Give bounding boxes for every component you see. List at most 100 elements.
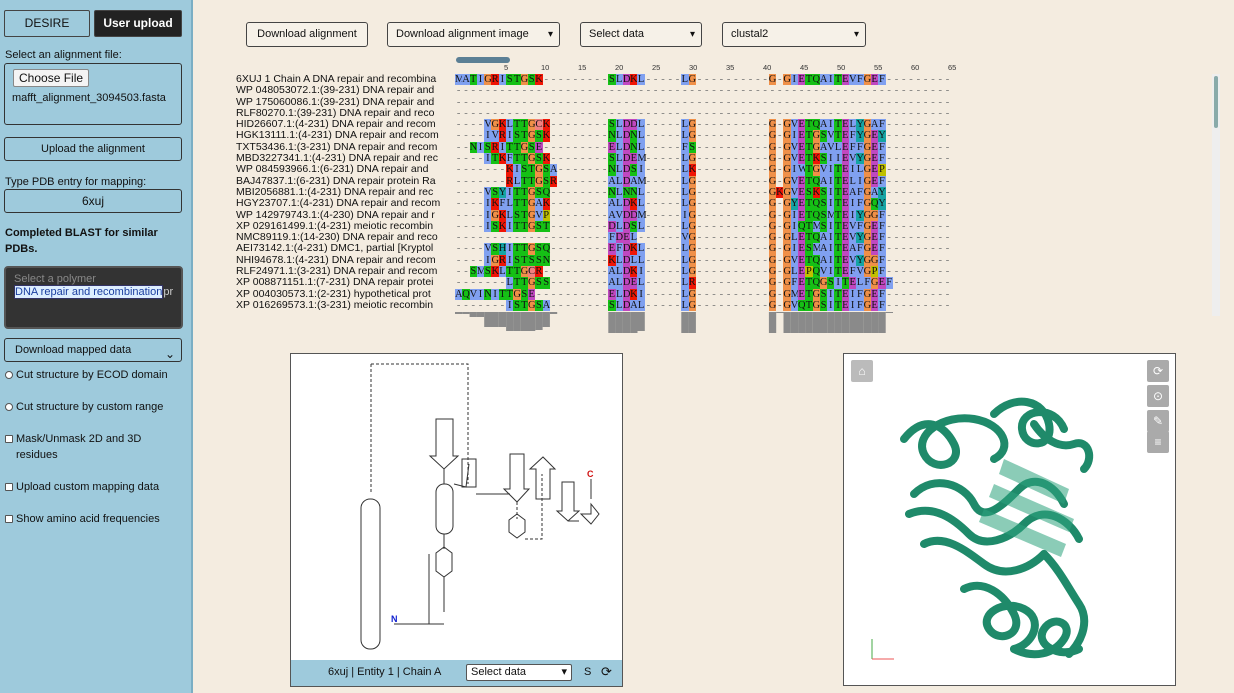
residue-cell[interactable]: - <box>821 85 826 97</box>
residue-cell[interactable]: - <box>668 198 673 210</box>
residue-cell[interactable]: - <box>668 85 673 97</box>
residue-cell[interactable]: - <box>464 254 468 266</box>
residue-cell[interactable]: - <box>697 85 702 97</box>
residue-cell[interactable]: T <box>834 164 842 176</box>
residue-cell[interactable]: - <box>653 243 658 255</box>
residue-cell[interactable]: A <box>608 266 616 278</box>
residue-cell[interactable]: - <box>471 299 475 311</box>
residue-cell[interactable]: - <box>551 119 556 131</box>
residue-cell[interactable]: - <box>923 254 928 266</box>
residue-cell[interactable]: A <box>608 175 616 187</box>
residue-cell[interactable]: - <box>624 85 629 97</box>
residue-cell[interactable]: T <box>520 175 528 187</box>
choose-file-button[interactable]: Choose File <box>13 69 90 87</box>
residue-cell[interactable]: D <box>622 288 631 300</box>
residue-cell[interactable]: Q <box>812 266 821 278</box>
residue-cell[interactable]: - <box>792 85 797 97</box>
residue-cell[interactable]: - <box>661 220 665 232</box>
residue-cell[interactable]: - <box>464 243 468 255</box>
residue-cell[interactable]: S <box>819 220 828 233</box>
sequence-name[interactable]: WP 142979743.1:(4-230) DNA repair and r <box>236 208 435 221</box>
residue-cell[interactable]: - <box>559 141 563 153</box>
residue-cell[interactable]: I <box>827 164 835 176</box>
residue-cell[interactable]: - <box>573 130 578 142</box>
residue-cell[interactable]: - <box>602 232 607 244</box>
residue-cell[interactable]: - <box>522 232 527 244</box>
residue-cell[interactable]: T <box>805 164 813 176</box>
sequence-name[interactable]: TXT53436.1:(3-231) DNA repair and recom <box>236 140 438 153</box>
residue-cell[interactable]: A <box>819 119 828 131</box>
residue-cell[interactable]: E <box>841 153 850 165</box>
residue-cell[interactable]: - <box>756 288 760 300</box>
residue-cell[interactable]: V <box>790 254 799 267</box>
residue-cell[interactable]: S <box>805 243 813 255</box>
residue-cell[interactable]: L <box>615 277 623 289</box>
sequence-name[interactable]: WP 175060086.1:(39-231) DNA repair and <box>236 95 435 108</box>
residue-cell[interactable]: E <box>870 153 879 165</box>
sequence-name[interactable]: WP 048053072.1:(39-231) DNA repair and <box>236 84 435 97</box>
residue-cell[interactable]: L <box>681 243 689 255</box>
residue-cell[interactable]: V <box>484 243 492 255</box>
residue-cell[interactable]: L <box>790 266 798 278</box>
residue-cell[interactable]: - <box>573 277 578 289</box>
residue-cell[interactable]: - <box>500 164 505 176</box>
residue-cell[interactable]: - <box>566 175 570 187</box>
residue-cell[interactable]: D <box>622 175 631 187</box>
residue-cell[interactable]: - <box>646 288 651 300</box>
residue-cell[interactable]: - <box>916 254 921 266</box>
radio-icon[interactable] <box>5 371 13 379</box>
residue-cell[interactable]: - <box>741 232 745 244</box>
residue-cell[interactable]: - <box>573 232 578 244</box>
residue-cell[interactable]: - <box>894 130 899 142</box>
residue-cell[interactable]: - <box>763 266 767 278</box>
residue-cell[interactable]: - <box>661 85 665 97</box>
residue-cell[interactable]: - <box>529 107 534 119</box>
residue-cell[interactable]: - <box>916 85 921 97</box>
residue-cell[interactable]: - <box>858 96 862 108</box>
residue-cell[interactable]: L <box>849 119 857 131</box>
residue-cell[interactable]: V <box>790 299 799 312</box>
residue-cell[interactable]: - <box>734 130 738 142</box>
option-custom-range[interactable]: Cut structure by custom range <box>5 399 185 415</box>
residue-cell[interactable]: - <box>559 299 563 311</box>
residue-cell[interactable]: - <box>902 288 906 300</box>
residue-cell[interactable]: - <box>566 107 570 119</box>
residue-cell[interactable]: I <box>827 198 835 210</box>
residue-cell[interactable]: D <box>608 220 616 233</box>
residue-cell[interactable]: T <box>834 119 842 131</box>
residue-cell[interactable]: - <box>661 299 665 311</box>
residue-cell[interactable]: - <box>726 96 731 108</box>
residue-cell[interactable]: G <box>527 130 536 142</box>
residue-cell[interactable]: - <box>894 141 899 153</box>
residue-cell[interactable]: - <box>902 85 906 97</box>
residue-cell[interactable]: - <box>602 175 607 187</box>
residue-cell[interactable]: - <box>712 266 716 278</box>
residue-cell[interactable]: - <box>712 141 716 153</box>
residue-cell[interactable]: - <box>573 74 578 85</box>
residue-cell[interactable]: - <box>945 232 950 244</box>
residue-cell[interactable]: D <box>622 130 631 142</box>
residue-cell[interactable]: I <box>827 153 835 165</box>
residue-cell[interactable]: T <box>520 130 528 142</box>
residue-cell[interactable]: - <box>478 198 483 210</box>
residue-cell[interactable]: - <box>471 198 475 210</box>
residue-cell[interactable]: - <box>726 232 731 244</box>
residue-cell[interactable]: - <box>639 107 643 119</box>
residue-cell[interactable]: - <box>923 107 928 119</box>
residue-cell[interactable]: T <box>520 254 528 267</box>
residue-cell[interactable]: - <box>675 220 680 232</box>
residue-cell[interactable]: - <box>573 186 578 198</box>
residue-cell[interactable]: - <box>704 164 709 176</box>
residue-cell[interactable]: V <box>535 209 543 221</box>
residue-cell[interactable]: - <box>777 153 782 165</box>
residue-cell[interactable]: - <box>741 288 745 300</box>
residue-cell[interactable]: - <box>668 209 673 221</box>
residue-cell[interactable]: - <box>763 96 767 108</box>
residue-cell[interactable]: - <box>610 96 614 108</box>
residue-cell[interactable]: - <box>522 107 527 119</box>
residue-cell[interactable]: - <box>697 74 702 85</box>
residue-cell[interactable]: S <box>535 220 543 233</box>
residue-cell[interactable]: D <box>622 141 631 154</box>
residue-cell[interactable]: - <box>537 288 541 300</box>
residue-cell[interactable]: - <box>668 141 673 153</box>
